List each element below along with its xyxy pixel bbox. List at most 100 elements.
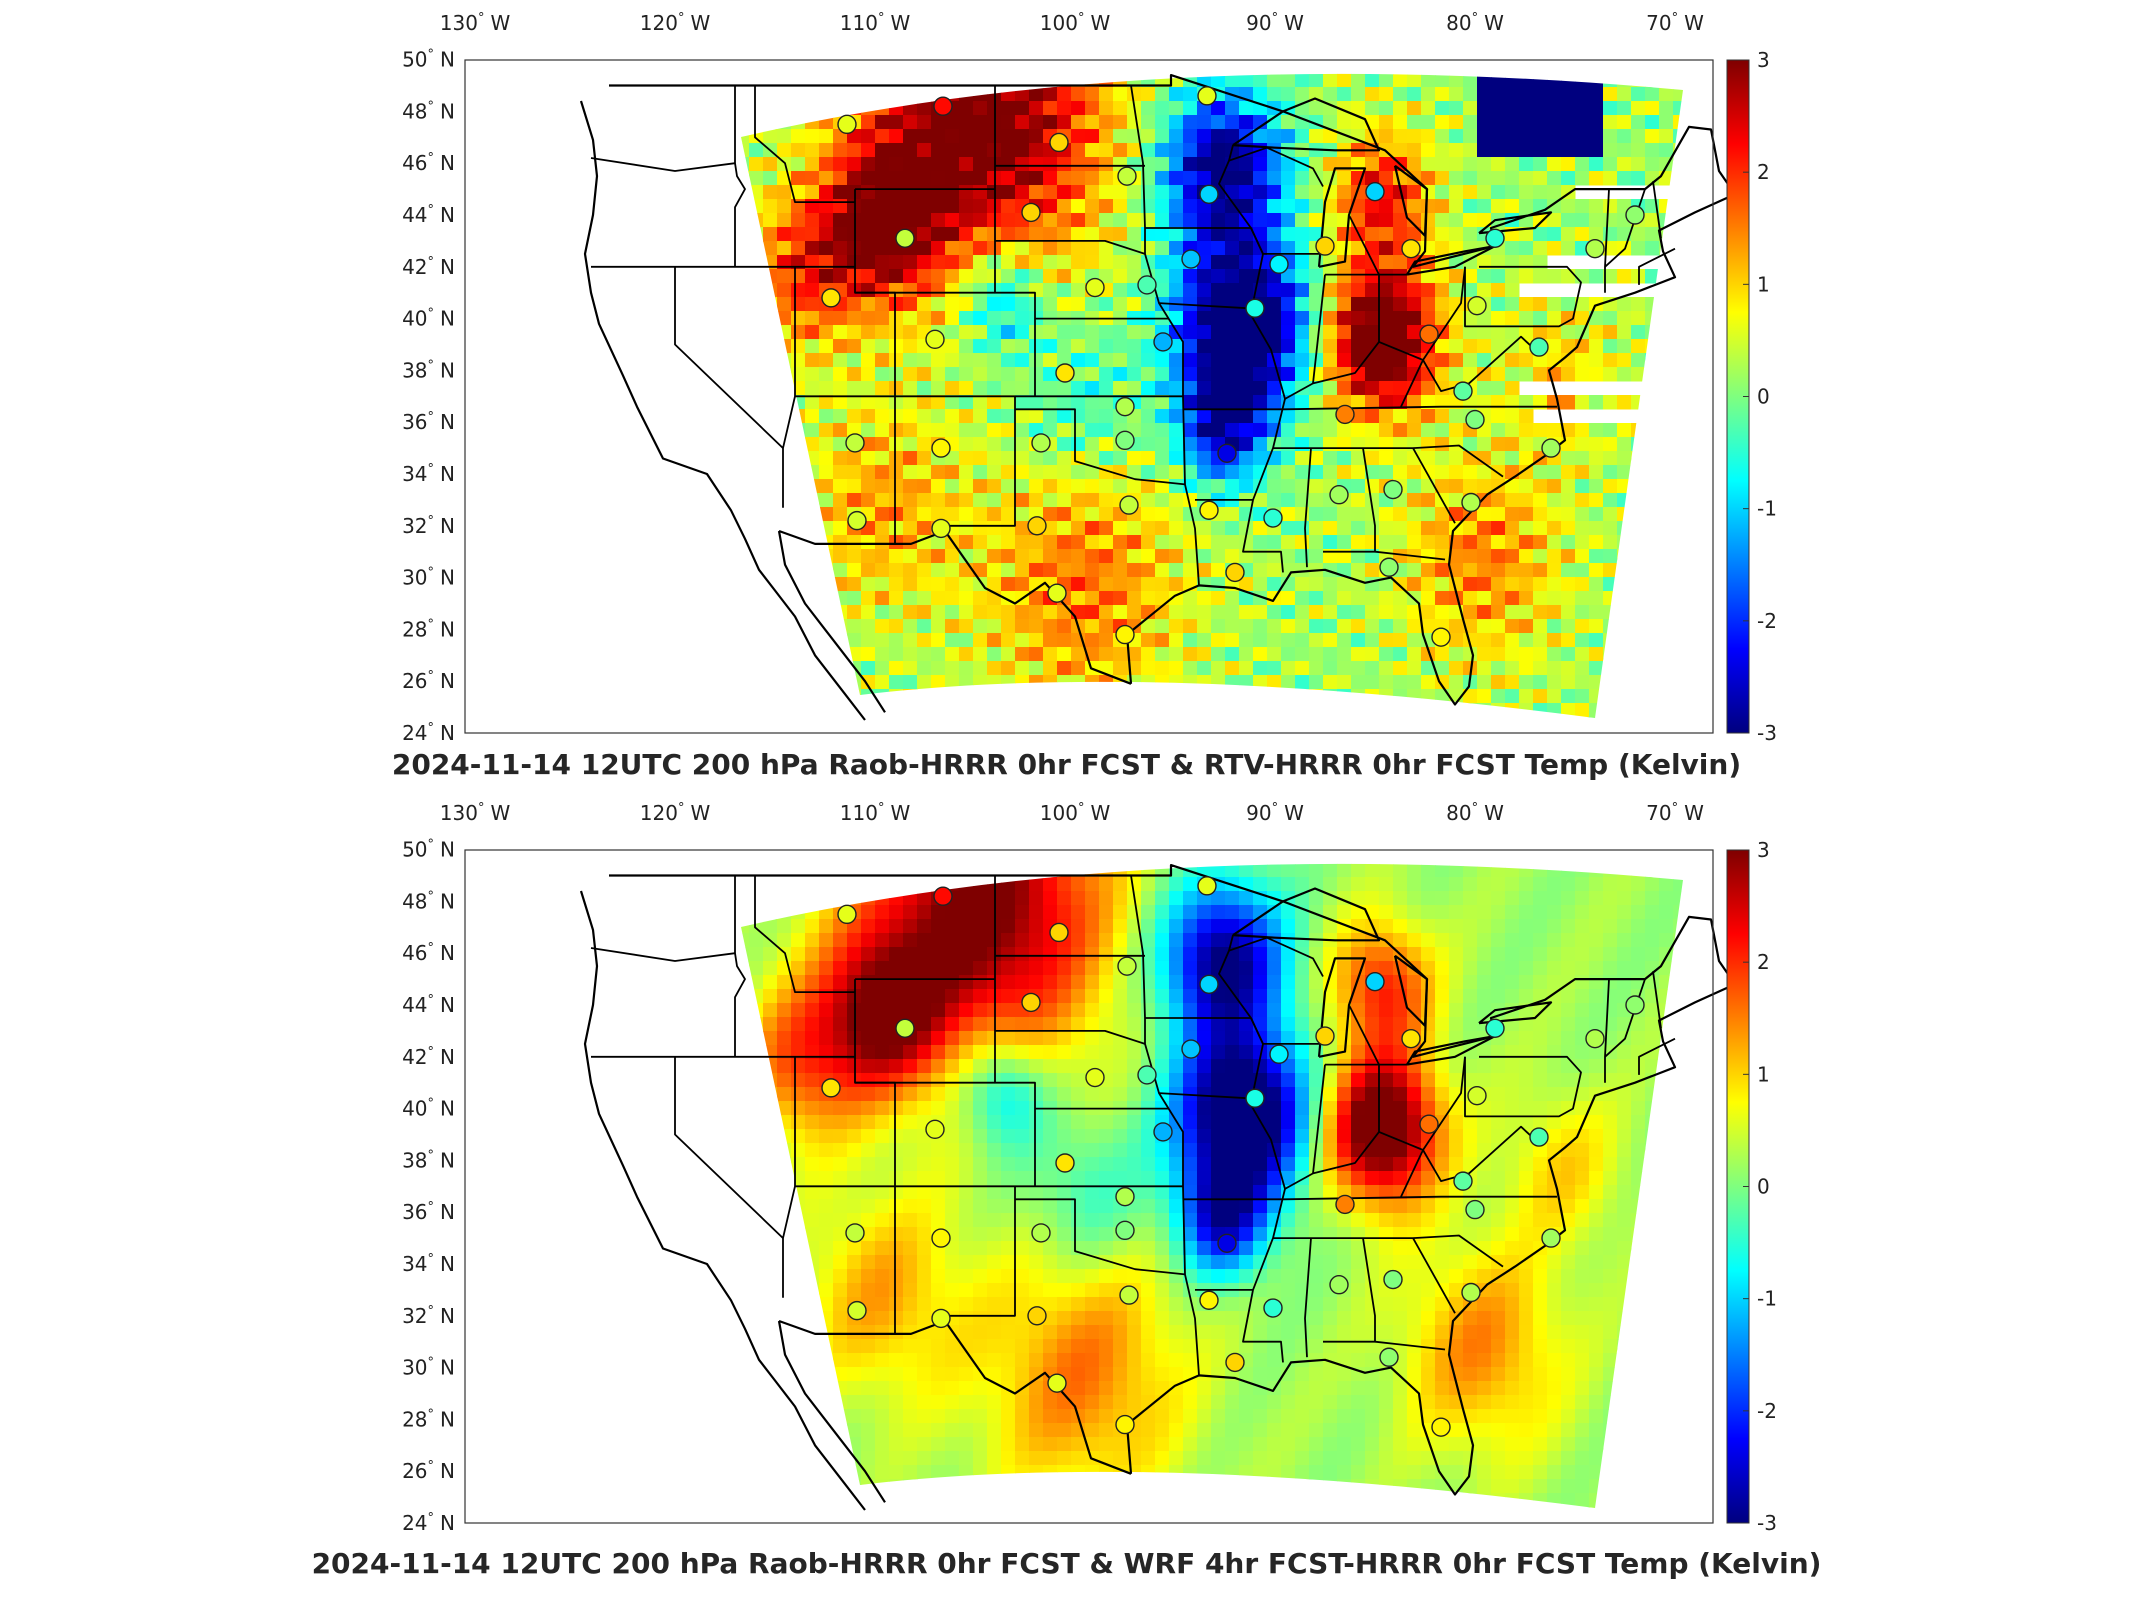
latitude-label: 44° N	[402, 993, 455, 1017]
latitude-direction: N	[440, 151, 455, 175]
raob-station-marker	[933, 886, 953, 906]
state-border	[1284, 1131, 1380, 1190]
raob-station-marker	[1021, 992, 1041, 1013]
longitude-direction: W	[1484, 801, 1504, 825]
latitude-degree-value: 32	[402, 1304, 427, 1328]
state-border	[1652, 181, 1662, 239]
longitude-degree-value: 120	[640, 801, 678, 825]
raob-station-marker	[931, 1228, 951, 1248]
latitude-direction: N	[440, 1045, 455, 1069]
great-lake-outline	[1232, 97, 1381, 152]
longitude-degree-value: 80	[1446, 801, 1471, 825]
longitude-direction: W	[890, 801, 910, 825]
state-border	[1015, 1198, 1186, 1276]
latitude-label: 24° N	[402, 1511, 455, 1535]
raob-station-marker	[1419, 324, 1439, 344]
map-frame	[464, 849, 1714, 1524]
raob-station-marker	[1263, 1298, 1283, 1318]
raob-station-marker	[1383, 479, 1403, 500]
latitude-degree-value: 42	[402, 1045, 427, 1069]
raob-station-marker	[1383, 1269, 1403, 1290]
state-border	[1348, 1004, 1380, 1066]
latitude-direction: N	[440, 48, 455, 72]
latitude-degree-value: 34	[402, 1252, 427, 1276]
longitude-label: 120° W	[640, 801, 711, 825]
raob-station-marker	[1115, 396, 1135, 417]
longitude-degree-value: 70	[1646, 801, 1671, 825]
state-border	[1604, 979, 1610, 1083]
state-border	[1400, 359, 1424, 408]
latitude-degree-value: 28	[402, 617, 427, 641]
longitude-degree-value: 110	[840, 801, 878, 825]
raob-station-marker	[1027, 1306, 1047, 1326]
state-border	[1412, 447, 1456, 524]
raob-station-marker	[1031, 1223, 1051, 1243]
great-lake-outline	[1317, 167, 1367, 268]
latitude-degree-value: 28	[402, 1407, 427, 1431]
raob-station-marker	[837, 904, 857, 925]
raob-station-marker	[1485, 1018, 1505, 1039]
raob-station-marker	[1119, 495, 1139, 515]
colorbar-tick-label: -3	[1757, 721, 1777, 745]
great-lake-outline	[1393, 164, 1429, 237]
latitude-degree-value: 26	[402, 669, 427, 693]
longitude-label: 90° W	[1246, 11, 1304, 35]
gulf-of-california-coast	[777, 1320, 886, 1503]
raob-station-marker	[1329, 1275, 1349, 1295]
state-border	[1273, 1234, 1504, 1268]
longitude-degree-value: 130	[440, 801, 478, 825]
gulf-of-california-coast	[777, 530, 886, 713]
state-border	[995, 1029, 1146, 1045]
raob-station-marker	[1027, 516, 1047, 536]
raob-station-marker	[821, 1078, 841, 1098]
colorbar-tick-label: -1	[1757, 1287, 1777, 1311]
state-border	[1412, 1237, 1456, 1314]
raob-station-marker	[1153, 1122, 1173, 1142]
state-border	[1464, 265, 1582, 328]
latitude-degree-value: 26	[402, 1459, 427, 1483]
raob-station-marker	[1315, 1026, 1335, 1046]
colorbar-tick-label: -3	[1757, 1511, 1777, 1535]
latitude-degree-value: 24	[402, 721, 427, 745]
raob-station-marker	[845, 433, 865, 453]
raob-station-marker	[1055, 1153, 1075, 1173]
colorbar-tick-label: -2	[1757, 609, 1777, 633]
great-lake-outline	[1317, 957, 1367, 1058]
longitude-degree-value: 100	[1040, 11, 1078, 35]
latitude-label: 32° N	[402, 514, 455, 538]
bottom-map-title: 2024-11-14 12UTC 200 hPa Raob-HRRR 0hr F…	[311, 1547, 1822, 1580]
raob-stations	[821, 86, 1645, 647]
raob-station-marker	[1335, 1194, 1355, 1215]
latitude-degree-value: 44	[402, 203, 427, 227]
latitude-degree-value: 50	[402, 48, 427, 72]
longitude-degree-value: 90	[1246, 801, 1271, 825]
latitude-direction: N	[440, 307, 455, 331]
longitude-direction: W	[890, 11, 910, 35]
raob-station-marker	[1585, 1028, 1605, 1049]
latitude-label: 30° N	[402, 566, 455, 590]
raob-station-marker	[1021, 202, 1041, 223]
raob-station-marker	[1199, 974, 1219, 994]
map-frame	[464, 59, 1714, 734]
longitude-label: 130° W	[440, 801, 511, 825]
longitude-degree-value: 70	[1646, 11, 1671, 35]
raob-station-marker	[1401, 238, 1421, 259]
mexico-border	[778, 1319, 1132, 1475]
raob-station-marker	[925, 329, 945, 350]
raob-station-marker	[895, 1018, 915, 1039]
longitude-degree-value: 120	[640, 11, 678, 35]
state-border	[1183, 405, 1557, 411]
raob-station-marker	[1401, 1028, 1421, 1049]
latitude-degree-value: 50	[402, 838, 427, 862]
latitude-direction: N	[440, 566, 455, 590]
raob-station-marker	[847, 510, 867, 531]
state-border	[674, 1056, 784, 1239]
state-border	[1464, 1055, 1582, 1118]
raob-station-marker	[1137, 275, 1157, 295]
latitude-direction: N	[440, 99, 455, 123]
latitude-degree-value: 32	[402, 514, 427, 538]
raob-station-marker	[1217, 1233, 1237, 1253]
latitude-direction: N	[440, 1252, 455, 1276]
state-border	[754, 875, 855, 994]
raob-station-marker	[837, 114, 857, 135]
